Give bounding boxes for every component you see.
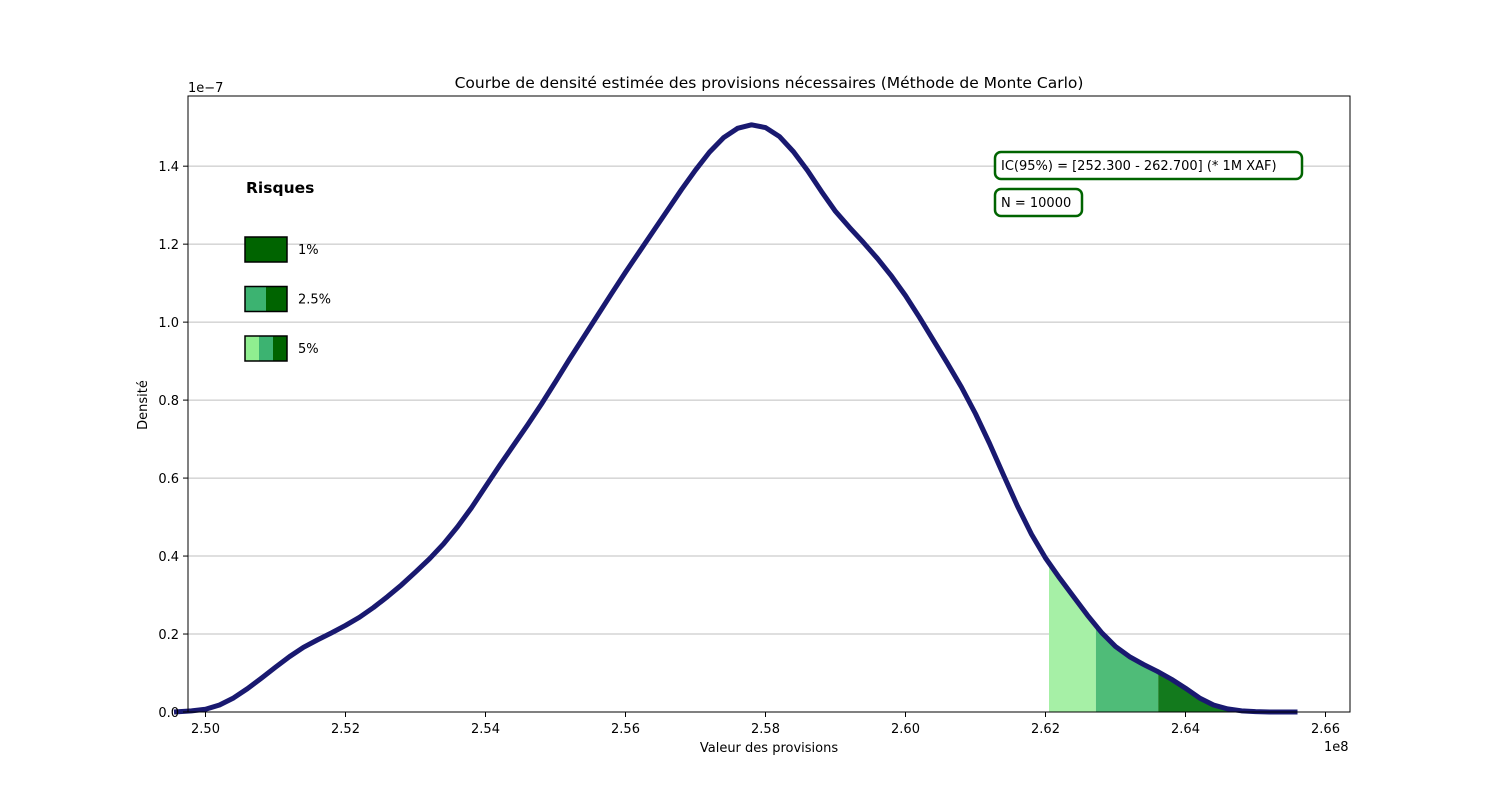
x-axis-title: Valeur des provisions xyxy=(700,741,838,756)
legend-label: 2.5% xyxy=(298,293,331,308)
legend-entries: 1% 2.5% 5% xyxy=(244,236,331,362)
x-tick-label: 2.52 xyxy=(331,722,360,737)
legend-swatch-segment xyxy=(245,237,287,262)
y-tick-label: 1.0 xyxy=(158,316,179,331)
density-curve xyxy=(173,122,1298,715)
gridlines xyxy=(188,165,1350,635)
annotation-text: N = 10000 xyxy=(1001,196,1071,211)
y-axis-title: Densité xyxy=(136,380,151,430)
y-axis-ticks: 0.0 0.2 0.4 0.6 0.8 1.0 1.2 1.4 xyxy=(158,160,188,721)
legend-swatch-segment xyxy=(245,336,259,361)
x-tick-label: 2.66 xyxy=(1311,722,1340,737)
y-tick-label: 0.0 xyxy=(158,706,179,721)
legend-entry: 5% xyxy=(244,335,319,362)
legend: Risques 1% 2.5% 5% xyxy=(244,179,331,362)
confidence-interval-annotation: IC(95%) = [252.300 - 262.700] (* 1M XAF) xyxy=(993,150,1304,181)
plot-frame xyxy=(187,95,1351,713)
x-tick-label: 2.62 xyxy=(1031,722,1060,737)
x-tick-label: 2.60 xyxy=(891,722,920,737)
legend-swatch-segment xyxy=(266,286,287,312)
legend-swatch-segment xyxy=(259,336,273,361)
legend-swatch-border xyxy=(244,285,288,313)
legend-entry: 1% xyxy=(244,236,319,263)
legend-title: Risques xyxy=(246,179,314,197)
risk-area-1- xyxy=(1158,671,1257,712)
legend-swatch-segment xyxy=(273,336,287,361)
x-tick-label: 2.64 xyxy=(1171,722,1200,737)
legend-label: 1% xyxy=(298,243,319,258)
x-tick-label: 2.54 xyxy=(471,722,500,737)
density-curve-layer xyxy=(173,122,1298,715)
risk-area-5- xyxy=(1049,562,1096,712)
y-tick-label: 0.6 xyxy=(158,472,179,487)
y-tick-label: 1.4 xyxy=(158,160,179,175)
y-tick-label: 1.2 xyxy=(158,238,179,253)
x-tick-label: 2.56 xyxy=(611,722,640,737)
annotation-box xyxy=(993,187,1084,218)
legend-swatch-border xyxy=(244,236,288,263)
chart-title: Courbe de densité estimée des provisions… xyxy=(455,74,1084,92)
x-tick-label: 2.58 xyxy=(751,722,780,737)
legend-swatch-segment xyxy=(245,286,266,312)
legend-entry: 2.5% xyxy=(244,285,331,313)
y-tick-label: 0.8 xyxy=(158,394,179,409)
legend-swatch-border xyxy=(244,335,288,362)
risk-shaded-areas xyxy=(1049,562,1257,712)
legend-label: 5% xyxy=(298,342,319,357)
annotation-text: IC(95%) = [252.300 - 262.700] (* 1M XAF) xyxy=(1001,159,1277,174)
x-axis-ticks: 2.50 2.52 2.54 2.56 2.58 2.60 2.62 2.64 2.66 xyxy=(191,712,1340,737)
annotation-box xyxy=(993,150,1304,181)
y-axis-offset-label: 1e−7 xyxy=(188,81,223,96)
x-tick-label: 2.50 xyxy=(191,722,220,737)
y-tick-label: 0.4 xyxy=(158,550,179,565)
x-axis-offset-label: 1e8 xyxy=(1324,740,1349,755)
sample-size-annotation: N = 10000 xyxy=(993,187,1084,218)
risk-area-2-5- xyxy=(1095,625,1159,712)
y-tick-label: 0.2 xyxy=(158,628,179,643)
